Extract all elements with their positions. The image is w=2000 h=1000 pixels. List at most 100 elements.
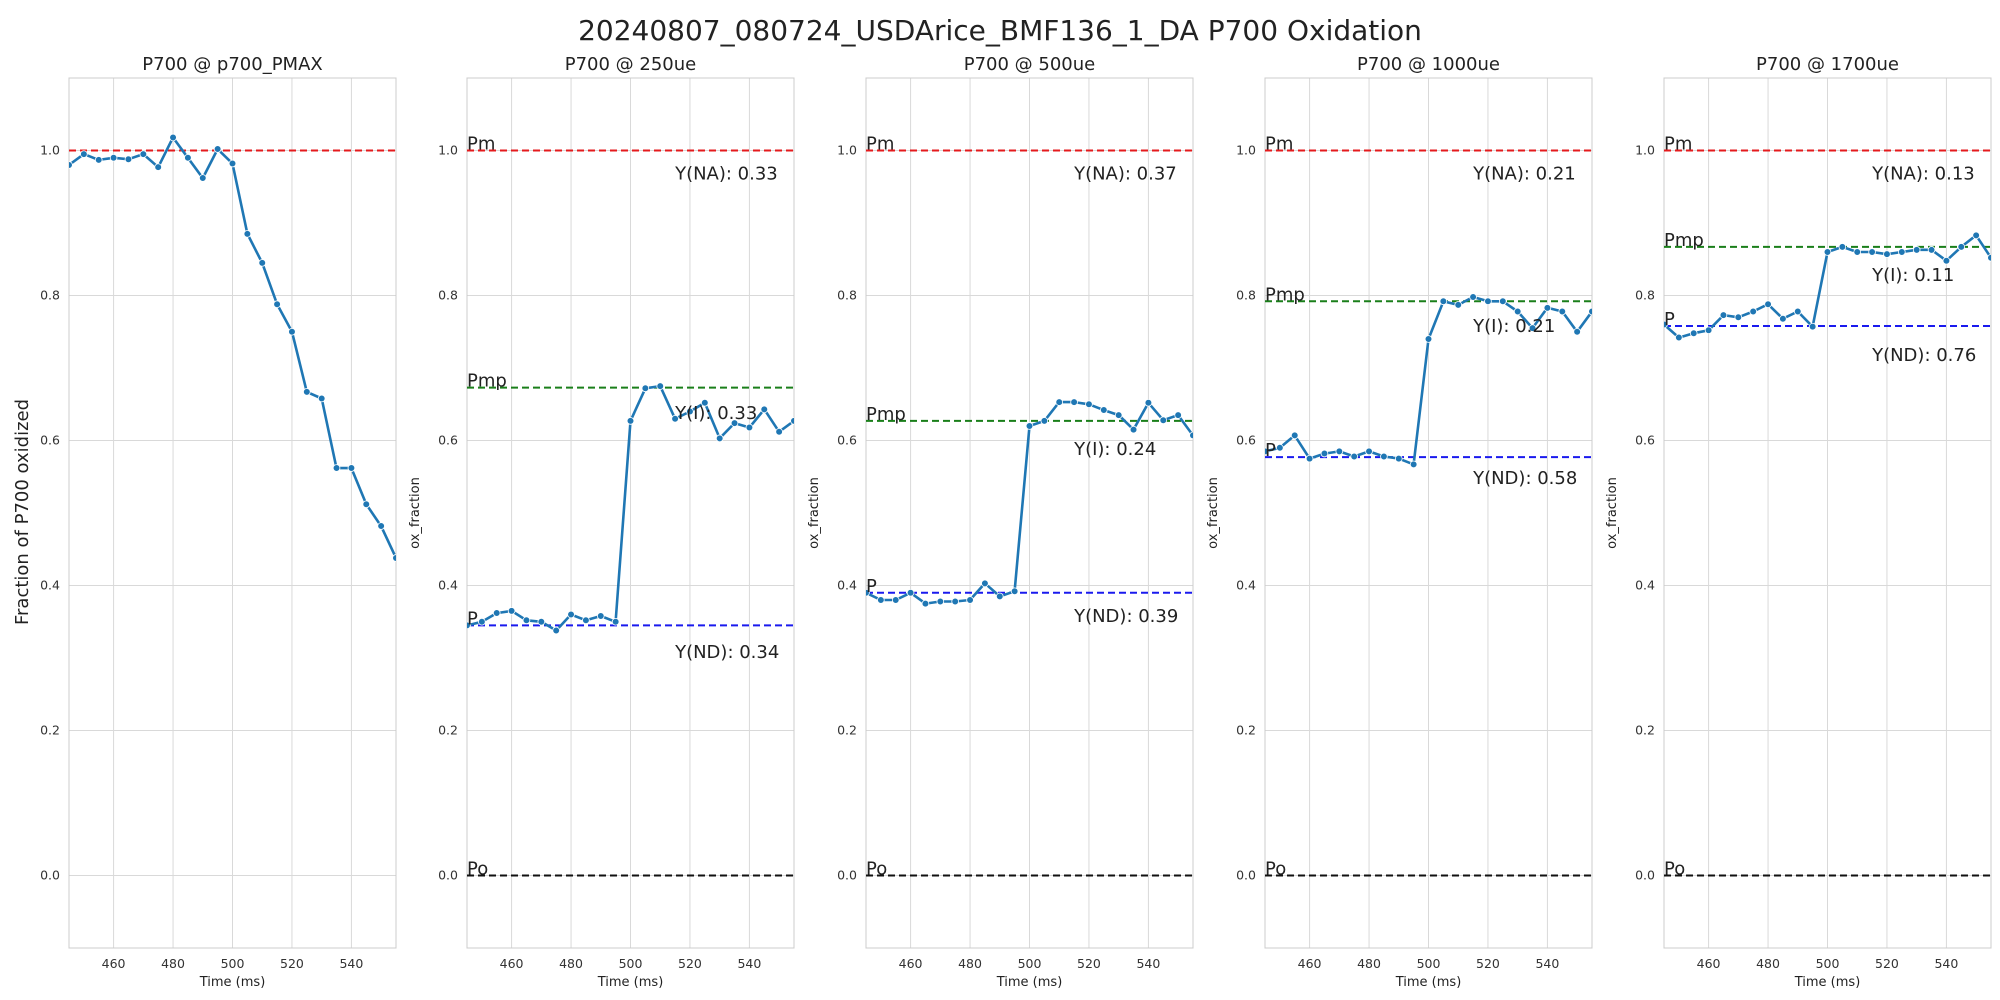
- x-tick-label: 480: [559, 956, 583, 971]
- data-point: [1290, 431, 1299, 440]
- data-point: [303, 388, 311, 396]
- y-tick-label: 0.4: [1635, 578, 1655, 593]
- plot-area: [69, 133, 396, 562]
- data-point: [701, 398, 709, 407]
- data-point: [332, 464, 341, 472]
- yield-annotation: Y(ND): 0.58: [1472, 468, 1577, 489]
- yield-annotation: Y(NA): 0.13: [1871, 164, 1975, 185]
- data-point: [1350, 452, 1358, 461]
- data-point: [1513, 307, 1522, 316]
- data-point: [1853, 248, 1862, 256]
- subplot-1: 0.0 0.2 0.4 0.6 0.8 1.0 460 480 500 520 540 P700 @ …: [40, 54, 397, 990]
- data-point: [715, 434, 724, 443]
- data-point: [567, 610, 575, 619]
- data-point: [1912, 246, 1921, 254]
- subplot-title: P700 @ p700_PMAX: [142, 54, 322, 75]
- plot-area: [467, 149, 794, 877]
- data-point: [1558, 307, 1567, 316]
- plot-frame: [68, 77, 397, 949]
- data-point: [94, 156, 103, 164]
- data-point: [790, 417, 794, 425]
- data-point: [1484, 297, 1492, 306]
- data-point: [124, 155, 133, 164]
- ref-label-pm: Pm: [1664, 134, 1692, 155]
- data-point: [1734, 313, 1743, 322]
- x-axis-label: Time (ms): [1794, 975, 1861, 990]
- data-point: [198, 174, 207, 182]
- y-tick-label: 0.2: [438, 723, 458, 738]
- y-tick-label: 0.6: [438, 433, 458, 448]
- x-tick-label: 500: [1018, 956, 1042, 971]
- y-tick-label: 0.2: [1635, 723, 1655, 738]
- data-point: [1365, 447, 1373, 456]
- ref-label-pm: Pm: [866, 134, 894, 155]
- y-tick-label: 0.6: [40, 433, 60, 448]
- data-point: [891, 596, 900, 604]
- subplot-4: 0.0 0.2 0.4 0.6 0.8 1.0 460 480 500 520 540 P700 @ …: [1206, 54, 1593, 990]
- data-point: [1394, 454, 1403, 463]
- data-point: [362, 500, 371, 509]
- data-point: [1823, 248, 1832, 256]
- data-point: [1114, 411, 1123, 419]
- data-point: [1454, 301, 1463, 309]
- y-tick-label: 0.8: [1635, 288, 1655, 303]
- ref-label-po: Po: [866, 859, 887, 880]
- x-tick-label: 500: [1816, 956, 1840, 971]
- data-point: [641, 384, 650, 393]
- data-point: [626, 417, 635, 425]
- x-tick-label: 540: [1535, 956, 1559, 971]
- data-point: [1838, 243, 1847, 251]
- y-tick-label: 1.0: [40, 143, 60, 158]
- data-point: [258, 259, 267, 267]
- data-point: [1469, 293, 1477, 301]
- data-point: [522, 616, 531, 625]
- y-tick-label: 0.6: [1236, 433, 1256, 448]
- figure-suptitle: 20240807_080724_USDArice_BMF136_1_DA P70…: [578, 14, 1422, 47]
- x-tick-label: 480: [1756, 956, 1780, 971]
- data-point: [288, 327, 296, 336]
- y-tick-label: 0.4: [40, 578, 60, 593]
- data-point: [877, 596, 885, 604]
- x-tick-label: 460: [899, 956, 923, 971]
- x-tick-label: 480: [161, 956, 185, 971]
- x-tick-label: 480: [958, 956, 982, 971]
- data-point: [1689, 329, 1698, 338]
- data-point: [1189, 431, 1193, 440]
- data-point: [1793, 307, 1802, 316]
- data-point: [656, 382, 665, 390]
- data-point: [995, 592, 1004, 601]
- yield-annotation: Y(I): 0.11: [1871, 265, 1954, 286]
- subplot-panels: 0.0 0.2 0.4 0.6 0.8 1.0 460 480 500 520 540 P700 @ …: [40, 54, 1992, 990]
- x-tick-label: 460: [1697, 956, 1721, 971]
- x-tick-label: 520: [280, 956, 304, 971]
- data-point: [109, 153, 118, 162]
- data-point: [951, 597, 959, 606]
- subplot-title: P700 @ 500ue: [964, 54, 1096, 75]
- ref-label-po: Po: [1265, 859, 1286, 880]
- x-tick-label: 460: [500, 956, 524, 971]
- shared-y-axis-label: Fraction of P700 oxidized: [12, 399, 33, 625]
- data-point: [730, 419, 739, 427]
- data-point: [1987, 254, 1991, 262]
- data-point: [1174, 411, 1182, 419]
- data-point: [69, 161, 73, 169]
- data-point: [317, 394, 326, 403]
- y-tick-label: 1.0: [837, 143, 857, 158]
- data-point: [213, 145, 222, 153]
- y-tick-label: 0.8: [837, 288, 857, 303]
- data-point: [760, 405, 769, 414]
- data-point: [1320, 449, 1329, 458]
- data-point: [243, 230, 252, 238]
- y-tick-label: 0.0: [837, 868, 857, 883]
- data-point: [1942, 256, 1951, 265]
- x-tick-label: 540: [737, 956, 761, 971]
- data-point: [1808, 322, 1817, 331]
- y-tick-label: 0.8: [40, 288, 60, 303]
- data-point: [671, 414, 679, 423]
- plot-frame: [865, 77, 1194, 949]
- y-tick-label: 0.2: [1236, 723, 1256, 738]
- data-point: [1704, 326, 1713, 335]
- yield-annotation: Y(ND): 0.39: [1073, 606, 1178, 627]
- y-tick-label: 0.8: [1236, 288, 1256, 303]
- yield-annotation: Y(ND): 0.76: [1871, 345, 1976, 366]
